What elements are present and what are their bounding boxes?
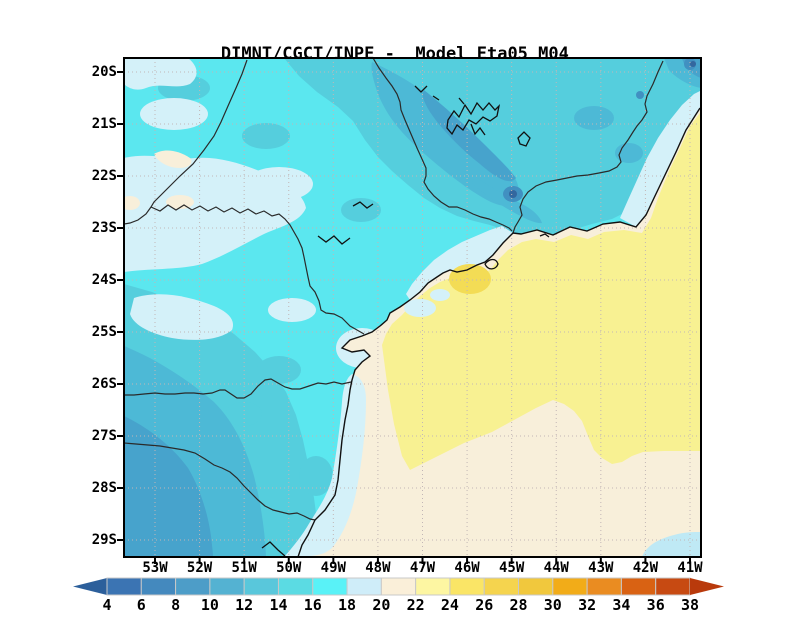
- colorbar-tick-label: 14: [269, 596, 288, 614]
- colorbar-tick-label: 28: [509, 596, 528, 614]
- colorbar-tick-label: 34: [612, 596, 631, 614]
- lat-label: 27S: [91, 428, 117, 444]
- colorbar-tick-label: 18: [338, 596, 357, 614]
- region-patches-20-22C: [124, 150, 194, 210]
- colorbar-segment: [483, 577, 520, 596]
- coastline: [297, 107, 701, 557]
- colorbar-tick-label: 24: [440, 596, 459, 614]
- colorbar-tick-label: 6: [136, 596, 146, 614]
- colorbar-segment: [277, 577, 314, 596]
- lon-label: 44W: [543, 560, 569, 576]
- lat-label: 23S: [91, 220, 117, 236]
- lat-label: 24S: [91, 272, 117, 288]
- lon-label: 49W: [320, 560, 346, 576]
- colorbar-tick-label: 26: [475, 596, 494, 614]
- border-mg-rj: [512, 60, 664, 234]
- colorbar-segment: [209, 577, 245, 596]
- colorbar-segment: [380, 577, 417, 596]
- region-patches-18-20C: [124, 58, 700, 368]
- colorbar-segment: [586, 577, 622, 596]
- colorbar-tick-label: 30: [543, 596, 562, 614]
- region-cold-spots: [503, 58, 696, 202]
- grid-lines: [124, 58, 701, 557]
- border-parana-river: [124, 59, 248, 225]
- colorbar-segment: [449, 577, 485, 596]
- colorbar-tick-label: 22: [406, 596, 425, 614]
- lon-label: 46W: [454, 560, 480, 576]
- colorbar-arrow-left: [73, 578, 107, 595]
- colorbar-tick-label: 10: [200, 596, 219, 614]
- colorbar-tick-label: 12: [235, 596, 254, 614]
- lon-label: 52W: [186, 560, 213, 576]
- border-pr-sc: [124, 378, 352, 399]
- lat-label: 28S: [91, 480, 117, 496]
- border-mg-sp: [372, 58, 513, 232]
- colorbar-segment: [175, 577, 211, 596]
- colorbar-segment: [140, 577, 177, 596]
- colorbar-segment: [620, 577, 657, 596]
- state-borders: [124, 58, 664, 521]
- border-sp-pr: [150, 204, 365, 335]
- lat-label: 26S: [91, 376, 117, 392]
- region-ocean-22-24C: [382, 113, 700, 470]
- colorbar-segment: [518, 577, 554, 596]
- lon-label: 47W: [409, 560, 436, 576]
- colorbar-segment: [552, 577, 588, 596]
- colorbar-tick-label: 32: [578, 596, 597, 614]
- colorbar-tick-label: 20: [372, 596, 391, 614]
- lat-label: 21S: [91, 116, 117, 132]
- lon-label: 43W: [588, 560, 614, 576]
- colorbar-segment: [243, 577, 279, 596]
- lon-label: 50W: [276, 560, 302, 576]
- colorbar-segment: [655, 577, 691, 596]
- lon-label: 41W: [677, 560, 703, 576]
- map-frame: [123, 57, 702, 558]
- colorbar-segment: [106, 577, 142, 596]
- lon-label: 45W: [499, 560, 525, 576]
- lon-label: 42W: [632, 560, 659, 576]
- axis-ticks: [117, 71, 691, 564]
- lat-label: 22S: [91, 168, 117, 184]
- lon-label: 53W: [142, 560, 168, 576]
- lat-label: 20S: [91, 64, 117, 80]
- region-patches-14-16C: [158, 75, 381, 496]
- temperature-colorbar: [73, 577, 724, 596]
- colorbar-tick-label: 16: [303, 596, 322, 614]
- border-sc-rs: [124, 442, 316, 521]
- colorbar-tick-label: 4: [102, 596, 112, 614]
- lon-label: 48W: [365, 560, 391, 576]
- colorbar-tick-label: 38: [680, 596, 700, 614]
- colorbar-segment: [312, 577, 348, 596]
- colorbar-tick-label: 8: [171, 596, 181, 614]
- colorbar-tick-label: 36: [646, 596, 665, 614]
- lat-label: 29S: [91, 532, 117, 548]
- colorbar-segment: [415, 577, 451, 596]
- temperature-map: [117, 57, 702, 564]
- lat-label: 25S: [91, 324, 117, 340]
- colorbar-arrow-right: [689, 578, 724, 595]
- lon-label: 51W: [231, 560, 257, 576]
- colorbar-segment: [346, 577, 382, 596]
- lakes: [261, 85, 550, 557]
